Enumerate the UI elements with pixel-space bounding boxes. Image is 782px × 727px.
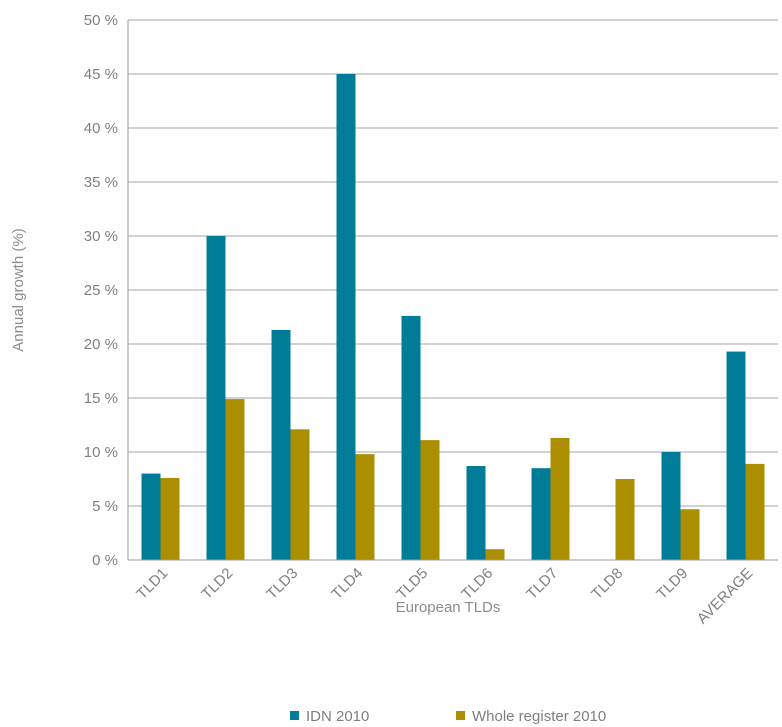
bar-tld5-series-2 (420, 440, 440, 560)
x-tick-label: TLD4 (328, 565, 366, 603)
bar-tld2-series-2 (225, 399, 245, 560)
bar-tld1-series-1 (141, 473, 161, 560)
y-axis-title: Annual growth (%) (10, 228, 27, 351)
y-tick-label: 30 % (84, 228, 118, 245)
y-axis-tick-labels: 0 % 5 % 10 % 15 % 20 % 25 % 30 % 35 % 40 % 45 % 50… (84, 12, 118, 569)
legend-swatch (456, 711, 465, 720)
bar-tld2-series-1 (206, 236, 226, 560)
x-tick-label: TLD5 (393, 565, 431, 603)
y-tick-label: 40 % (84, 120, 118, 137)
x-axis-title: European TLDs (396, 599, 501, 616)
bars (141, 74, 765, 560)
y-tick-label: 20 % (84, 336, 118, 353)
legend: IDN 2010 Whole register 2010 (290, 708, 606, 725)
bar-average-series-1 (726, 351, 746, 560)
x-tick-label: TLD6 (458, 565, 496, 603)
bar-average-series-2 (745, 463, 765, 560)
y-tick-label: 15 % (84, 390, 118, 407)
legend-label: Whole register 2010 (472, 708, 606, 725)
y-tick-label: 35 % (84, 174, 118, 191)
y-tick-label: 5 % (92, 498, 118, 515)
bar-tld1-series-2 (160, 477, 180, 560)
bar-tld6-series-1 (466, 466, 486, 560)
bar-tld7-series-1 (531, 468, 551, 560)
bar-tld4-series-2 (355, 454, 375, 560)
x-tick-label: TLD7 (523, 565, 561, 603)
bar-tld8-series-2 (615, 479, 635, 560)
x-tick-label: TLD1 (133, 565, 171, 603)
x-tick-label: TLD3 (263, 565, 301, 603)
bar-tld4-series-1 (336, 74, 356, 560)
legend-swatch (290, 711, 299, 720)
x-axis-tick-labels: TLD1 TLD2 TLD3 TLD4 TLD5 TLD6 TLD7 TLD8 TLD9 AVER… (133, 565, 756, 628)
y-tick-label: 0 % (92, 552, 118, 569)
x-tick-label: TLD8 (588, 565, 626, 603)
x-tick-label: TLD9 (653, 565, 691, 603)
y-tick-label: 10 % (84, 444, 118, 461)
y-tick-label: 50 % (84, 12, 118, 29)
x-tick-label: AVERAGE (694, 565, 757, 628)
bar-tld9-series-2 (680, 509, 700, 560)
legend-label: IDN 2010 (306, 708, 369, 725)
bar-tld9-series-1 (661, 452, 681, 560)
bar-tld5-series-1 (401, 315, 421, 560)
bar-tld7-series-2 (550, 437, 570, 560)
bar-tld3-series-1 (271, 329, 291, 560)
y-tick-label: 25 % (84, 282, 118, 299)
bar-tld3-series-2 (290, 429, 310, 560)
bar-tld6-series-2 (485, 549, 505, 560)
x-tick-label: TLD2 (198, 565, 236, 603)
y-tick-label: 45 % (84, 66, 118, 83)
